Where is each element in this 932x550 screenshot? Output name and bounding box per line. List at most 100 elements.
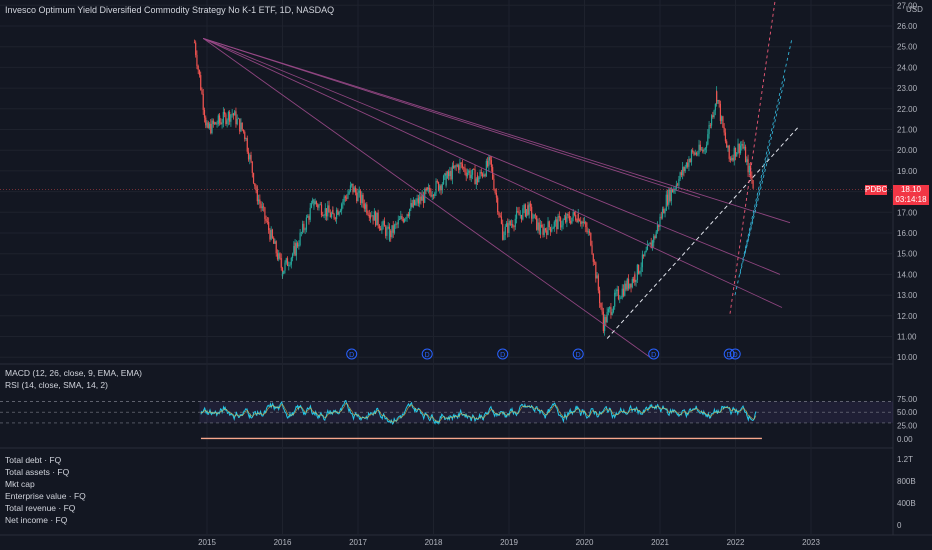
candle (368, 214, 370, 218)
candle (405, 218, 407, 219)
candle (743, 146, 745, 149)
candle (617, 289, 620, 299)
candle (631, 278, 633, 288)
candle (411, 203, 413, 207)
candle (507, 223, 509, 233)
candle (304, 229, 306, 231)
candle (264, 207, 266, 219)
candle (320, 204, 323, 215)
candle (747, 161, 749, 173)
candle (658, 224, 660, 227)
candle (581, 221, 583, 224)
candle (202, 93, 204, 110)
trendline (203, 37, 791, 224)
candle (726, 141, 728, 148)
rsi-tick-label: 0.00 (897, 435, 913, 444)
candle (343, 196, 345, 202)
candle (698, 144, 700, 154)
price-tick-label: 12.00 (897, 312, 918, 321)
candle (400, 216, 402, 220)
candle (547, 221, 549, 235)
candle (366, 204, 368, 214)
candle (312, 199, 314, 204)
candle (425, 188, 427, 191)
candle (274, 241, 276, 244)
currency-label[interactable]: USD (906, 5, 923, 14)
candle (487, 160, 489, 167)
candle (508, 221, 510, 233)
candle (733, 147, 735, 161)
candle (485, 160, 487, 177)
fin-mkt-cap[interactable]: Mkt cap (5, 479, 35, 489)
candle (236, 118, 238, 125)
time-tick-label: 2018 (425, 538, 443, 547)
candle (313, 204, 315, 206)
candle (281, 273, 284, 277)
candle (347, 193, 349, 199)
rsi-tick-label: 75.00 (897, 395, 918, 404)
rsi-tick-label: 25.00 (897, 422, 918, 431)
candle (741, 144, 743, 146)
candle (276, 253, 279, 260)
candle (660, 216, 662, 218)
candle (231, 113, 233, 115)
macd-label[interactable]: MACD (12, 26, close, 9, EMA, EMA) (5, 368, 142, 378)
candle (317, 204, 319, 208)
trendline (203, 38, 781, 275)
candle (592, 254, 594, 262)
candle (232, 113, 235, 116)
candle (474, 169, 476, 185)
candle (297, 243, 299, 247)
rsi-label[interactable]: RSI (14, close, SMA, 14, 2) (5, 380, 108, 390)
candle (561, 225, 563, 228)
candle (362, 194, 364, 204)
candle (419, 196, 421, 204)
fin-total-debt[interactable]: Total debt · FQ (5, 455, 62, 465)
candle (586, 227, 588, 233)
candle (752, 180, 754, 189)
candle (729, 158, 732, 161)
candle (497, 197, 499, 212)
candle (558, 216, 560, 218)
candle (334, 218, 336, 219)
candle (383, 220, 386, 227)
time-tick-label: 2015 (198, 538, 216, 547)
candle (328, 205, 330, 213)
candle (591, 245, 593, 255)
candle (446, 171, 448, 179)
candle (224, 111, 226, 115)
dividend-marker-label: D (576, 352, 581, 359)
candle (220, 121, 222, 125)
candle (221, 122, 223, 125)
candle (559, 217, 562, 228)
rsi-ma-line (200, 402, 757, 423)
candle (195, 42, 197, 55)
ticker-badge[interactable]: PDBC (865, 185, 888, 195)
candle (305, 217, 308, 230)
candle (596, 275, 598, 279)
candle (332, 209, 334, 214)
candle (649, 242, 651, 245)
candle (727, 145, 729, 148)
fin-total-revenue[interactable]: Total revenue · FQ (5, 503, 76, 513)
candle (585, 222, 587, 228)
candle (695, 152, 698, 155)
candle (590, 232, 592, 246)
candle (283, 270, 285, 274)
fin-total-assets[interactable]: Total assets · FQ (5, 467, 70, 477)
fin-net-income[interactable]: Net income · FQ (5, 515, 68, 525)
candle (246, 138, 248, 152)
candle (682, 167, 684, 176)
time-tick-label: 2020 (576, 538, 594, 547)
candle (663, 208, 665, 214)
candle (314, 201, 316, 205)
candle (536, 215, 538, 230)
fin-enterprise-value[interactable]: Enterprise value · FQ (5, 491, 86, 501)
candle (664, 210, 666, 214)
candle (239, 118, 241, 132)
candle (361, 194, 363, 203)
candle (198, 69, 201, 76)
